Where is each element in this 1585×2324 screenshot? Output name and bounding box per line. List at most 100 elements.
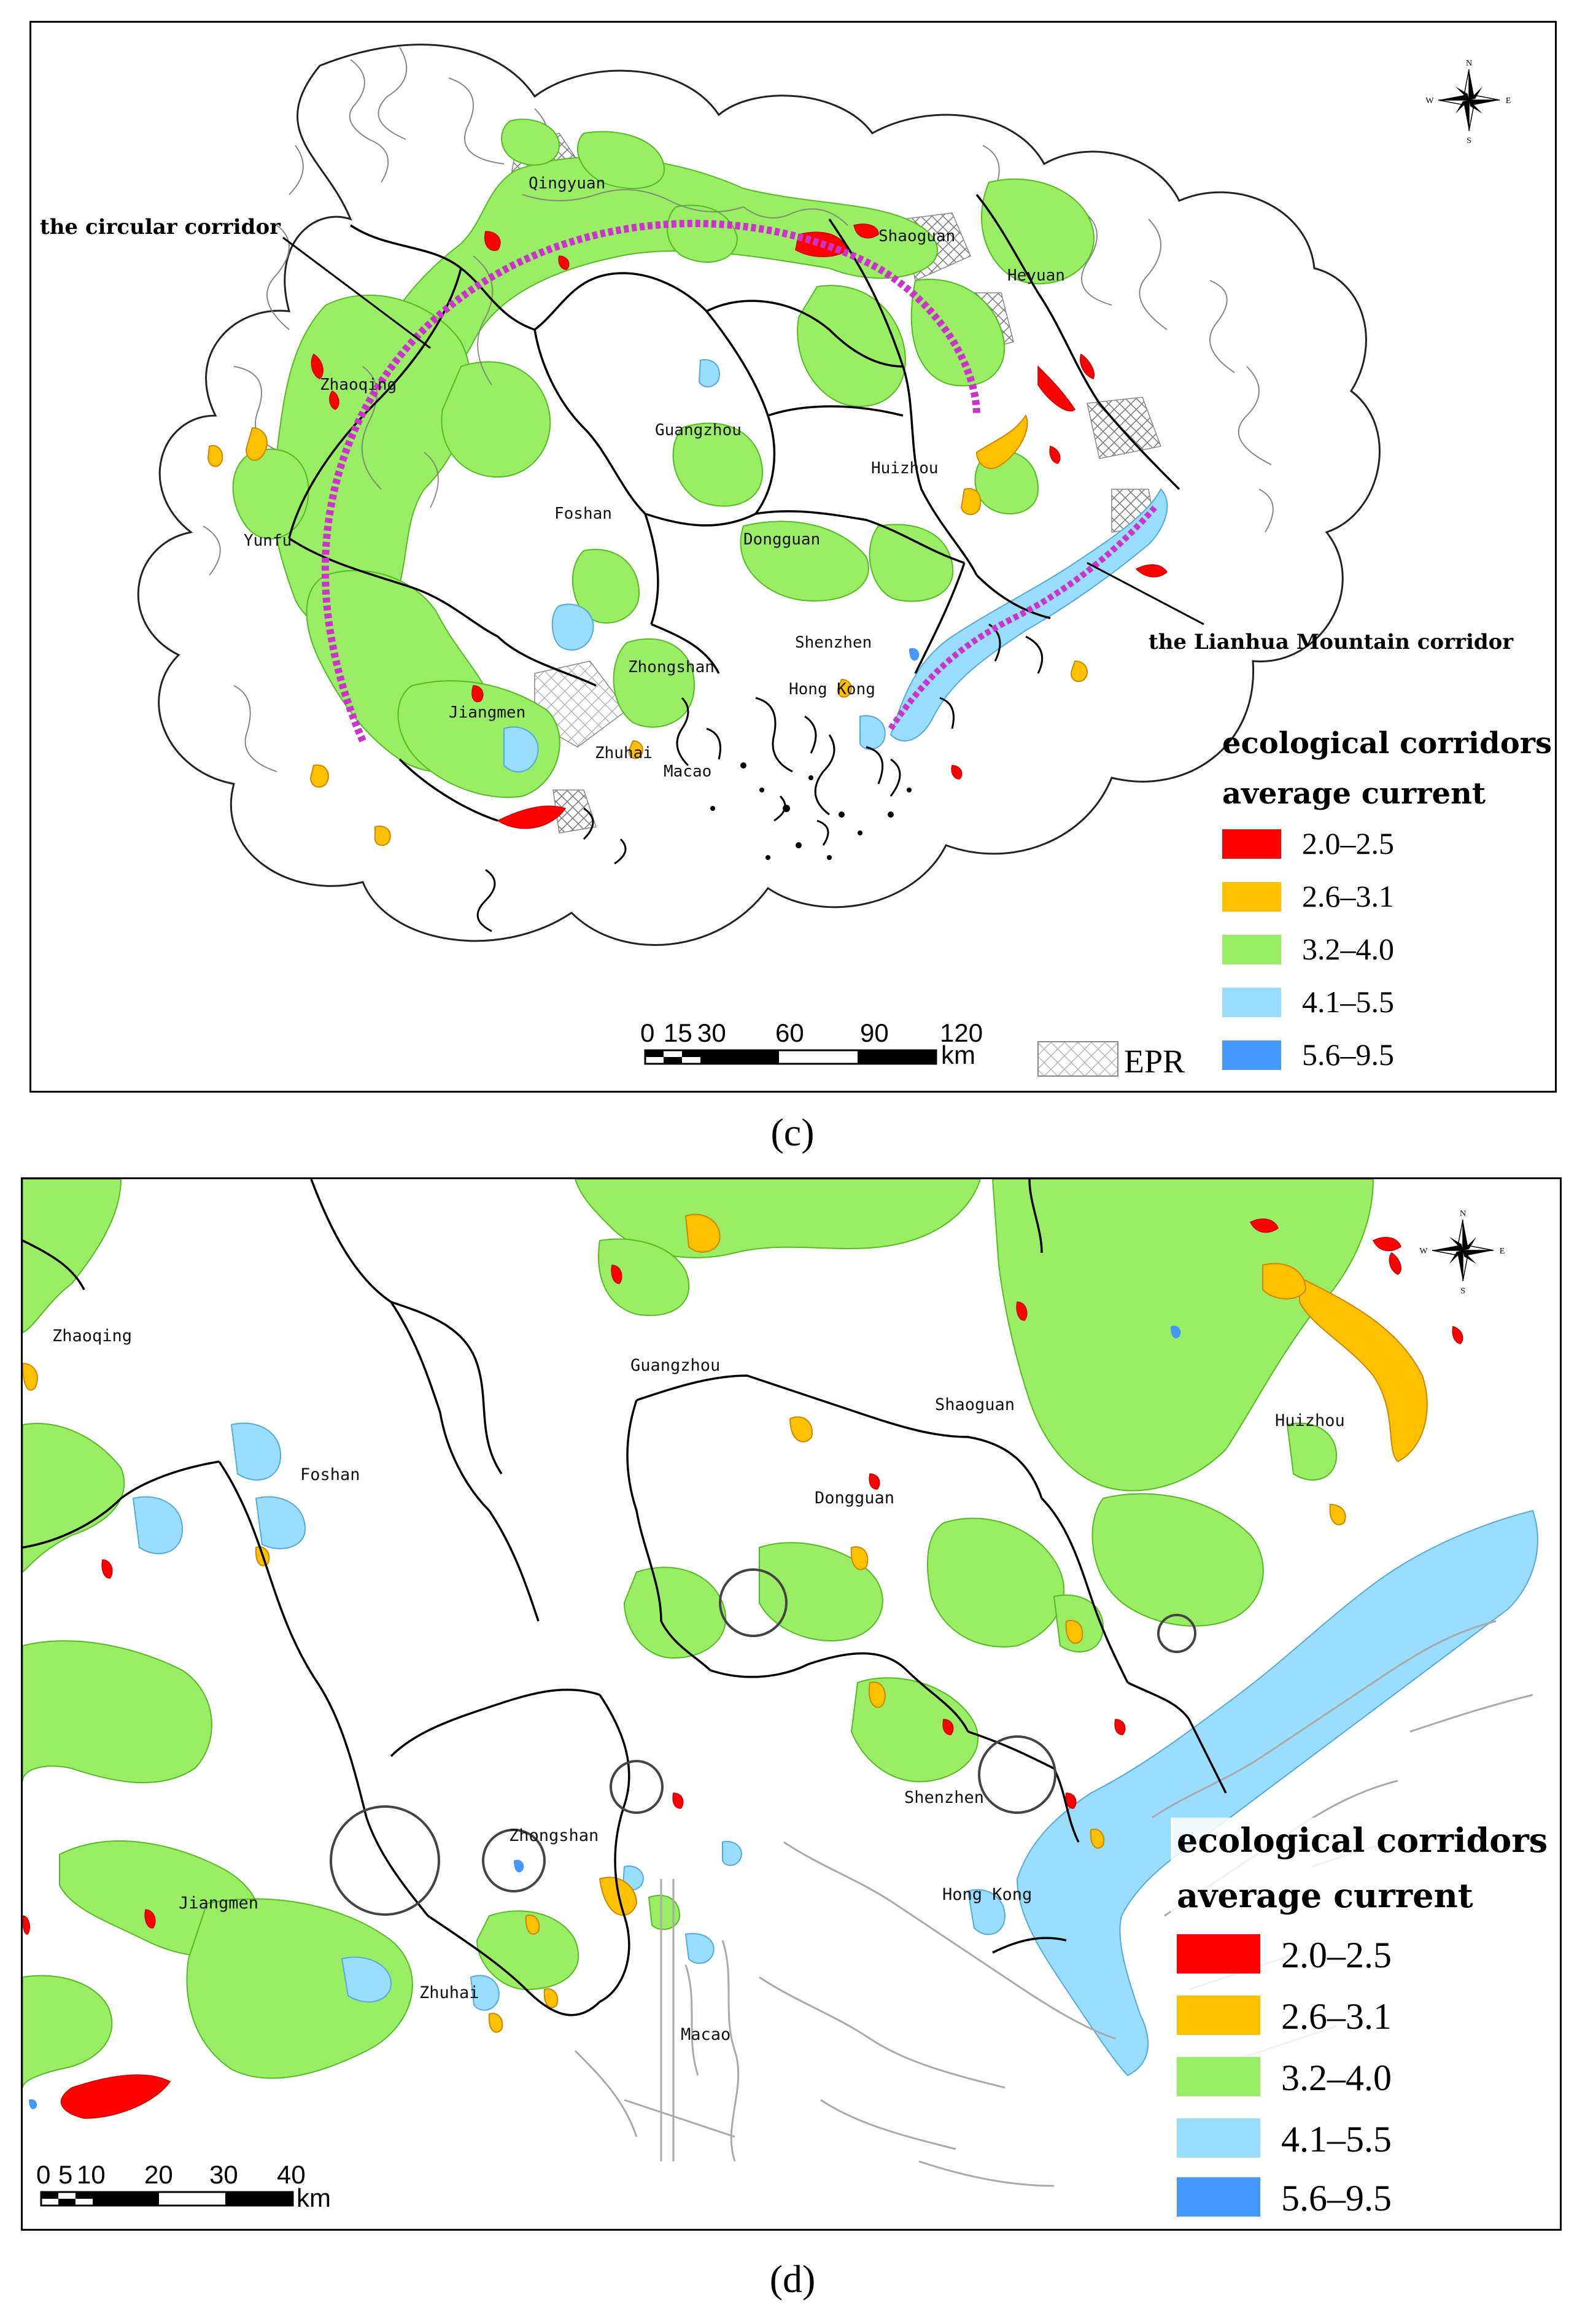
place-label: Shenzhen: [795, 633, 872, 652]
legend-epr-swatch: [1037, 1041, 1118, 1077]
place-label: Guangzhou: [655, 421, 742, 440]
place-label: Jiangmen: [449, 703, 525, 722]
panel-caption-d: (d): [769, 2257, 816, 2301]
circular-callout-line: [282, 236, 431, 349]
svg-text:W: W: [1419, 1247, 1428, 1256]
orange-corridors: [23, 1214, 1428, 2033]
dark-blue-corridors: [29, 1325, 1181, 2110]
panel-caption-c: (c): [770, 1110, 815, 1154]
lianhua-corridor-line: [888, 505, 1157, 730]
legend-swatch: [1177, 1996, 1260, 2035]
svg-text:N: N: [1460, 1209, 1466, 1218]
place-label: Shaoguan: [935, 1395, 1015, 1414]
legend-label: 3.2–4.0: [1302, 932, 1394, 966]
place-label: Zhongshan: [628, 658, 715, 676]
orange-corridors: [207, 414, 1088, 846]
legend-swatch: [1177, 2177, 1260, 2217]
circular-corridor-arc: [321, 220, 980, 743]
place-label: Zhaoqing: [320, 376, 397, 394]
legend-label: 2.6–3.1: [1302, 879, 1394, 913]
place-label: Zhongshan: [509, 1826, 599, 1845]
green-corridors: [23, 1179, 1374, 2088]
legend-swatch: [1222, 935, 1281, 964]
place-label: Foshan: [554, 505, 612, 523]
lianhua-callout-line: [1087, 562, 1204, 626]
legend-label: 5.6–9.5: [1302, 1037, 1394, 1072]
place-label: Shenzhen: [904, 1788, 984, 1807]
legend-epr-label: EPR: [1124, 1043, 1185, 1080]
legend-label: 4.1–5.5: [1302, 985, 1394, 1019]
legend-label: 3.2–4.0: [1281, 2058, 1392, 2098]
place-label: Yunfu: [244, 532, 292, 550]
legend-swatch: [1177, 2057, 1260, 2096]
scale-bar: 0 5 10 20 30 40 km: [36, 2160, 331, 2212]
place-label: Macao: [681, 2025, 730, 2044]
map-panel-d: Zhaoqing Guangzhou Shaoguan Huizhou Fosh…: [21, 1177, 1562, 2231]
small-islands: [710, 762, 912, 860]
svg-text:S: S: [1460, 1287, 1465, 1296]
dark-blue-corridors: [909, 648, 920, 661]
place-label: Guangzhou: [630, 1356, 720, 1375]
place-label: Foshan: [300, 1465, 360, 1484]
scale-tick: 0: [36, 2160, 50, 2189]
legend-swatch: [1222, 988, 1281, 1017]
place-label: Huizhou: [871, 459, 939, 478]
scale-tick: 90: [860, 1018, 889, 1047]
scale-tick: 60: [775, 1018, 804, 1047]
red-corridors: [23, 1218, 1463, 2119]
north-arrow-icon: N S E W: [1419, 1209, 1505, 1296]
legend-label: 5.6–9.5: [1281, 2178, 1392, 2218]
scale-tick: 10: [77, 2160, 106, 2189]
place-label: Huizhou: [1275, 1411, 1345, 1430]
svg-text:W: W: [1425, 96, 1434, 106]
green-corridors: [232, 118, 1095, 798]
scale-tick: 20: [144, 2160, 173, 2189]
place-label: Hong Kong: [942, 1885, 1032, 1904]
svg-text:S: S: [1467, 136, 1471, 145]
north-arrow-icon: N S E W: [1425, 59, 1511, 145]
place-label: Jiangmen: [179, 1894, 258, 1913]
legend-swatch: [1177, 2118, 1260, 2158]
scale-tick: 5: [58, 2160, 72, 2189]
scale-tick: 40: [277, 2160, 306, 2189]
map-d-canvas: Zhaoqing Guangzhou Shaoguan Huizhou Fosh…: [23, 1179, 1551, 2218]
legend-title: ecological corridors: [1177, 1821, 1548, 1860]
blue-corridors: [132, 1422, 1538, 2077]
map-panel-c: the circular corridor the Lianhua Mounta…: [29, 21, 1557, 1093]
scale-tick: 15: [664, 1018, 692, 1047]
legend: ecological corridors average current 2.0…: [1171, 1818, 1551, 2218]
legend-subtitle: average current: [1177, 1876, 1473, 1915]
legend-swatch: [1222, 1040, 1281, 1070]
svg-text:N: N: [1466, 59, 1472, 68]
place-labels: Zhaoqing Guangzhou Shaoguan Huizhou Fosh…: [52, 1327, 1345, 2044]
scale-unit: km: [296, 2183, 331, 2212]
legend-swatch: [1222, 882, 1281, 912]
place-label: Zhaoqing: [52, 1327, 132, 1346]
place-label: Dongguan: [743, 530, 820, 549]
admin-boundaries: [288, 193, 1180, 822]
legend-label: 2.6–3.1: [1281, 1996, 1392, 2037]
place-label: Qingyuan: [529, 174, 605, 193]
place-label: Hong Kong: [789, 680, 875, 699]
scale-tick: 30: [209, 2160, 238, 2189]
place-label: Zhuhai: [595, 744, 653, 762]
callout-lianhua-corridor: the Lianhua Mountain corridor: [1149, 630, 1514, 654]
legend-swatch: [1222, 829, 1281, 859]
legend-label: 2.0–2.5: [1281, 1935, 1392, 1975]
legend-label: 2.0–2.5: [1302, 826, 1394, 861]
grey-overlay: [361, 189, 848, 508]
admin-boundaries: [23, 1179, 1227, 2016]
place-label: Macao: [664, 762, 711, 781]
scale-tick: 30: [697, 1018, 726, 1047]
highlight-circles: [330, 1568, 1196, 1916]
place-label: Shaoguan: [878, 227, 955, 246]
scale-unit: km: [941, 1040, 975, 1069]
scale-tick: 0: [640, 1018, 654, 1047]
place-label: Dongguan: [815, 1489, 894, 1508]
coastline: [574, 1620, 1533, 2187]
place-label: Zhuhai: [419, 1983, 479, 2002]
svg-text:E: E: [1506, 96, 1511, 106]
legend-label: 4.1–5.5: [1281, 2119, 1392, 2159]
scale-tick: 120: [940, 1018, 983, 1047]
place-label: Heyuan: [1007, 266, 1065, 285]
